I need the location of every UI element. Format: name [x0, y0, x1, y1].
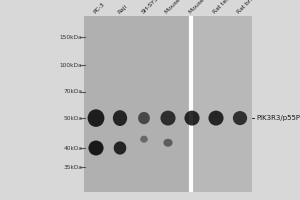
Text: Rat brain: Rat brain [236, 0, 260, 15]
Ellipse shape [164, 139, 172, 147]
Text: Rat testis: Rat testis [212, 0, 236, 15]
Text: PIK3R3/p55PIK: PIK3R3/p55PIK [256, 115, 300, 121]
Text: 40kDa: 40kDa [64, 146, 83, 150]
Text: 50kDa: 50kDa [64, 116, 83, 121]
Bar [84, 16, 191, 192]
Ellipse shape [138, 112, 150, 124]
Text: SH-SY5Y: SH-SY5Y [140, 0, 162, 15]
Ellipse shape [140, 136, 148, 143]
Text: PC-3: PC-3 [92, 2, 106, 15]
Ellipse shape [233, 111, 247, 125]
Text: 100kDa: 100kDa [60, 63, 82, 68]
Ellipse shape [160, 111, 175, 126]
Text: 70kDa: 70kDa [64, 89, 83, 94]
Text: Raji: Raji [116, 4, 128, 15]
Text: Mouse testis: Mouse testis [164, 0, 195, 15]
Ellipse shape [114, 141, 126, 155]
Bar [191, 16, 252, 192]
Ellipse shape [113, 110, 127, 126]
Text: 150kDa: 150kDa [60, 35, 82, 40]
Ellipse shape [88, 109, 104, 127]
Ellipse shape [88, 141, 104, 155]
Text: Mouse brain: Mouse brain [188, 0, 218, 15]
Ellipse shape [184, 111, 200, 126]
Ellipse shape [208, 111, 224, 126]
Text: 35kDa: 35kDa [64, 165, 83, 170]
